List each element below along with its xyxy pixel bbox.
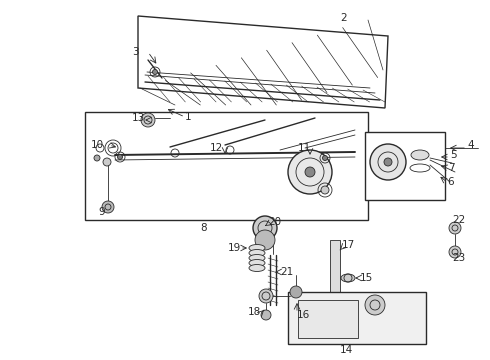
- Text: 5: 5: [450, 150, 457, 160]
- Text: 3: 3: [132, 47, 139, 57]
- Circle shape: [259, 289, 273, 303]
- Text: 17: 17: [342, 240, 355, 250]
- Text: 14: 14: [340, 345, 353, 355]
- Ellipse shape: [341, 274, 355, 282]
- Ellipse shape: [249, 260, 265, 266]
- Text: 15: 15: [360, 273, 373, 283]
- Text: 1: 1: [185, 112, 192, 122]
- Text: 2: 2: [340, 13, 346, 23]
- Text: 22: 22: [452, 215, 465, 225]
- Circle shape: [321, 186, 329, 194]
- Circle shape: [103, 158, 111, 166]
- Text: 20: 20: [268, 217, 281, 227]
- Bar: [288, 292, 426, 344]
- Bar: [330, 240, 340, 292]
- Circle shape: [94, 155, 100, 161]
- Text: 11: 11: [298, 143, 311, 153]
- Text: 10: 10: [91, 140, 104, 150]
- Text: 7: 7: [448, 163, 455, 173]
- Text: 4: 4: [467, 140, 474, 150]
- Text: 18: 18: [248, 307, 261, 317]
- Ellipse shape: [249, 255, 265, 261]
- Circle shape: [152, 69, 157, 75]
- Circle shape: [305, 167, 315, 177]
- Bar: [298, 300, 358, 338]
- Circle shape: [261, 310, 271, 320]
- Polygon shape: [138, 16, 388, 108]
- Bar: [85, 112, 368, 220]
- Ellipse shape: [249, 249, 265, 257]
- Circle shape: [322, 156, 327, 161]
- Circle shape: [370, 144, 406, 180]
- Circle shape: [365, 295, 385, 315]
- Circle shape: [118, 154, 122, 159]
- Text: 8: 8: [200, 223, 207, 233]
- Ellipse shape: [249, 244, 265, 252]
- Ellipse shape: [411, 150, 429, 160]
- Circle shape: [449, 222, 461, 234]
- Circle shape: [102, 201, 114, 213]
- Bar: [365, 132, 445, 200]
- Text: 12: 12: [210, 143, 223, 153]
- Circle shape: [255, 230, 275, 250]
- Text: 6: 6: [447, 177, 454, 187]
- Text: 16: 16: [297, 310, 310, 320]
- Ellipse shape: [249, 265, 265, 271]
- Text: 23: 23: [452, 253, 465, 263]
- Text: 9: 9: [98, 207, 105, 217]
- Text: 19: 19: [228, 243, 241, 253]
- Circle shape: [288, 150, 332, 194]
- Text: 21: 21: [280, 267, 293, 277]
- Circle shape: [290, 286, 302, 298]
- Circle shape: [449, 246, 461, 258]
- Circle shape: [384, 158, 392, 166]
- Text: 13: 13: [132, 113, 145, 123]
- Circle shape: [141, 113, 155, 127]
- Circle shape: [253, 216, 277, 240]
